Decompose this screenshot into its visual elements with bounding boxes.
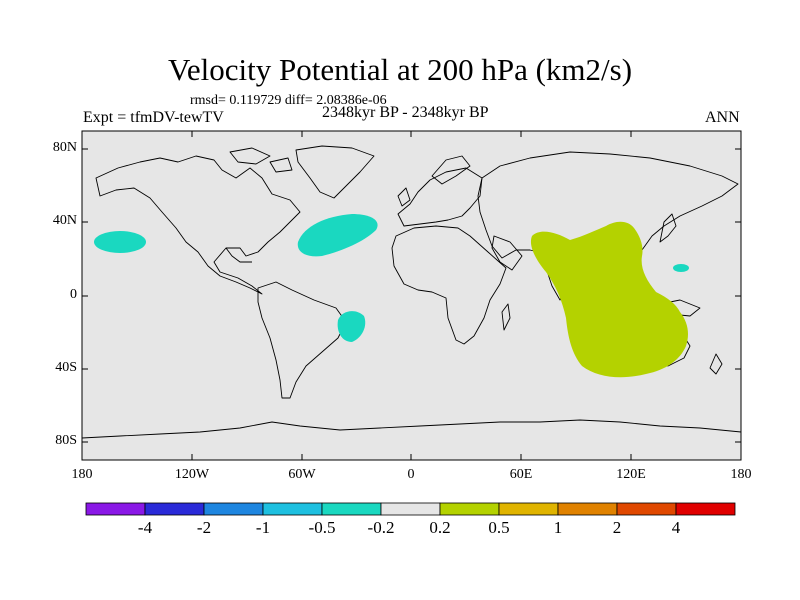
colorbar-label: 2: [612, 518, 622, 537]
period-label: 2348kyr BP - 2348kyr BP: [322, 104, 489, 121]
colorbar-label: 4: [671, 518, 681, 537]
coastline-antarctica: [81, 419, 742, 439]
lon-label-180w: 180: [71, 467, 93, 482]
coastline-greenland: [295, 145, 375, 199]
plot-title: Velocity Potential at 200 hPa (km2/s): [167, 52, 633, 87]
lat-label-80n: 80N: [52, 140, 77, 155]
coastline-britain: [397, 187, 411, 207]
region-indian-ocean-maritime-continent: [530, 221, 688, 378]
colorbar-swatch: [380, 502, 441, 516]
coastline-madagascar: [501, 303, 511, 331]
colorbar-label: -0.5: [308, 518, 336, 537]
colorbar-swatch: [557, 502, 618, 516]
lon-label-120w: 120W: [174, 467, 210, 482]
lon-label-60e: 60E: [509, 467, 533, 482]
anomaly-regions: [94, 214, 689, 378]
lat-label-80s: 80S: [55, 433, 77, 448]
colorbar-swatch: [203, 502, 264, 516]
coastlines: [81, 145, 742, 439]
region-western-pacific: [673, 264, 689, 272]
colorbar-label: -4: [137, 518, 153, 537]
lon-label-120e: 120E: [616, 467, 646, 482]
lat-label-40n: 40N: [52, 213, 77, 228]
colorbar-swatch: [439, 502, 500, 516]
season-label: ANN: [705, 109, 740, 126]
experiment-label: Expt = tfmDV-tewTV: [83, 109, 224, 126]
lon-label-0: 0: [407, 467, 415, 482]
colorbar-swatch: [262, 502, 323, 516]
region-central-north-pacific: [94, 231, 146, 253]
colorbar-swatch: [144, 502, 205, 516]
coastline-arabia: [491, 235, 523, 271]
coastline-arctic-islands: [229, 147, 293, 173]
lat-label-40s: 40S: [55, 360, 77, 375]
coastline-scandinavia: [431, 155, 471, 185]
colorbar-label: -0.2: [367, 518, 395, 537]
region-north-atlantic: [297, 214, 378, 257]
lon-label-60w: 60W: [288, 467, 316, 482]
colorbar-swatch: [85, 502, 146, 516]
stats-text: rmsd= 0.119729 diff= 2.08386e-06: [190, 93, 387, 108]
colorbar: [85, 502, 736, 516]
coastline-north-america: [95, 155, 301, 295]
colorbar-label: 0.5: [488, 518, 510, 537]
coastline-japan: [659, 213, 677, 243]
colorbar-label: 0.2: [429, 518, 451, 537]
colorbar-swatch: [321, 502, 382, 516]
colorbar-swatch: [616, 502, 677, 516]
colorbar-label: 1: [553, 518, 563, 537]
coastline-new-zealand: [709, 353, 723, 375]
colorbar-swatch: [498, 502, 559, 516]
coastline-gulf: [225, 247, 252, 263]
colorbar-swatch: [675, 502, 736, 516]
colorbar-label: -2: [196, 518, 212, 537]
region-south-atlantic-brazil: [337, 311, 366, 342]
coastline-south-america: [257, 281, 347, 399]
colorbar-label: -1: [255, 518, 271, 537]
axis-ticks: [82, 131, 741, 460]
coastline-europe: [397, 167, 483, 227]
lat-label-0: 0: [70, 287, 77, 302]
lon-label-180e: 180: [730, 467, 752, 482]
coastline-africa: [391, 225, 507, 345]
